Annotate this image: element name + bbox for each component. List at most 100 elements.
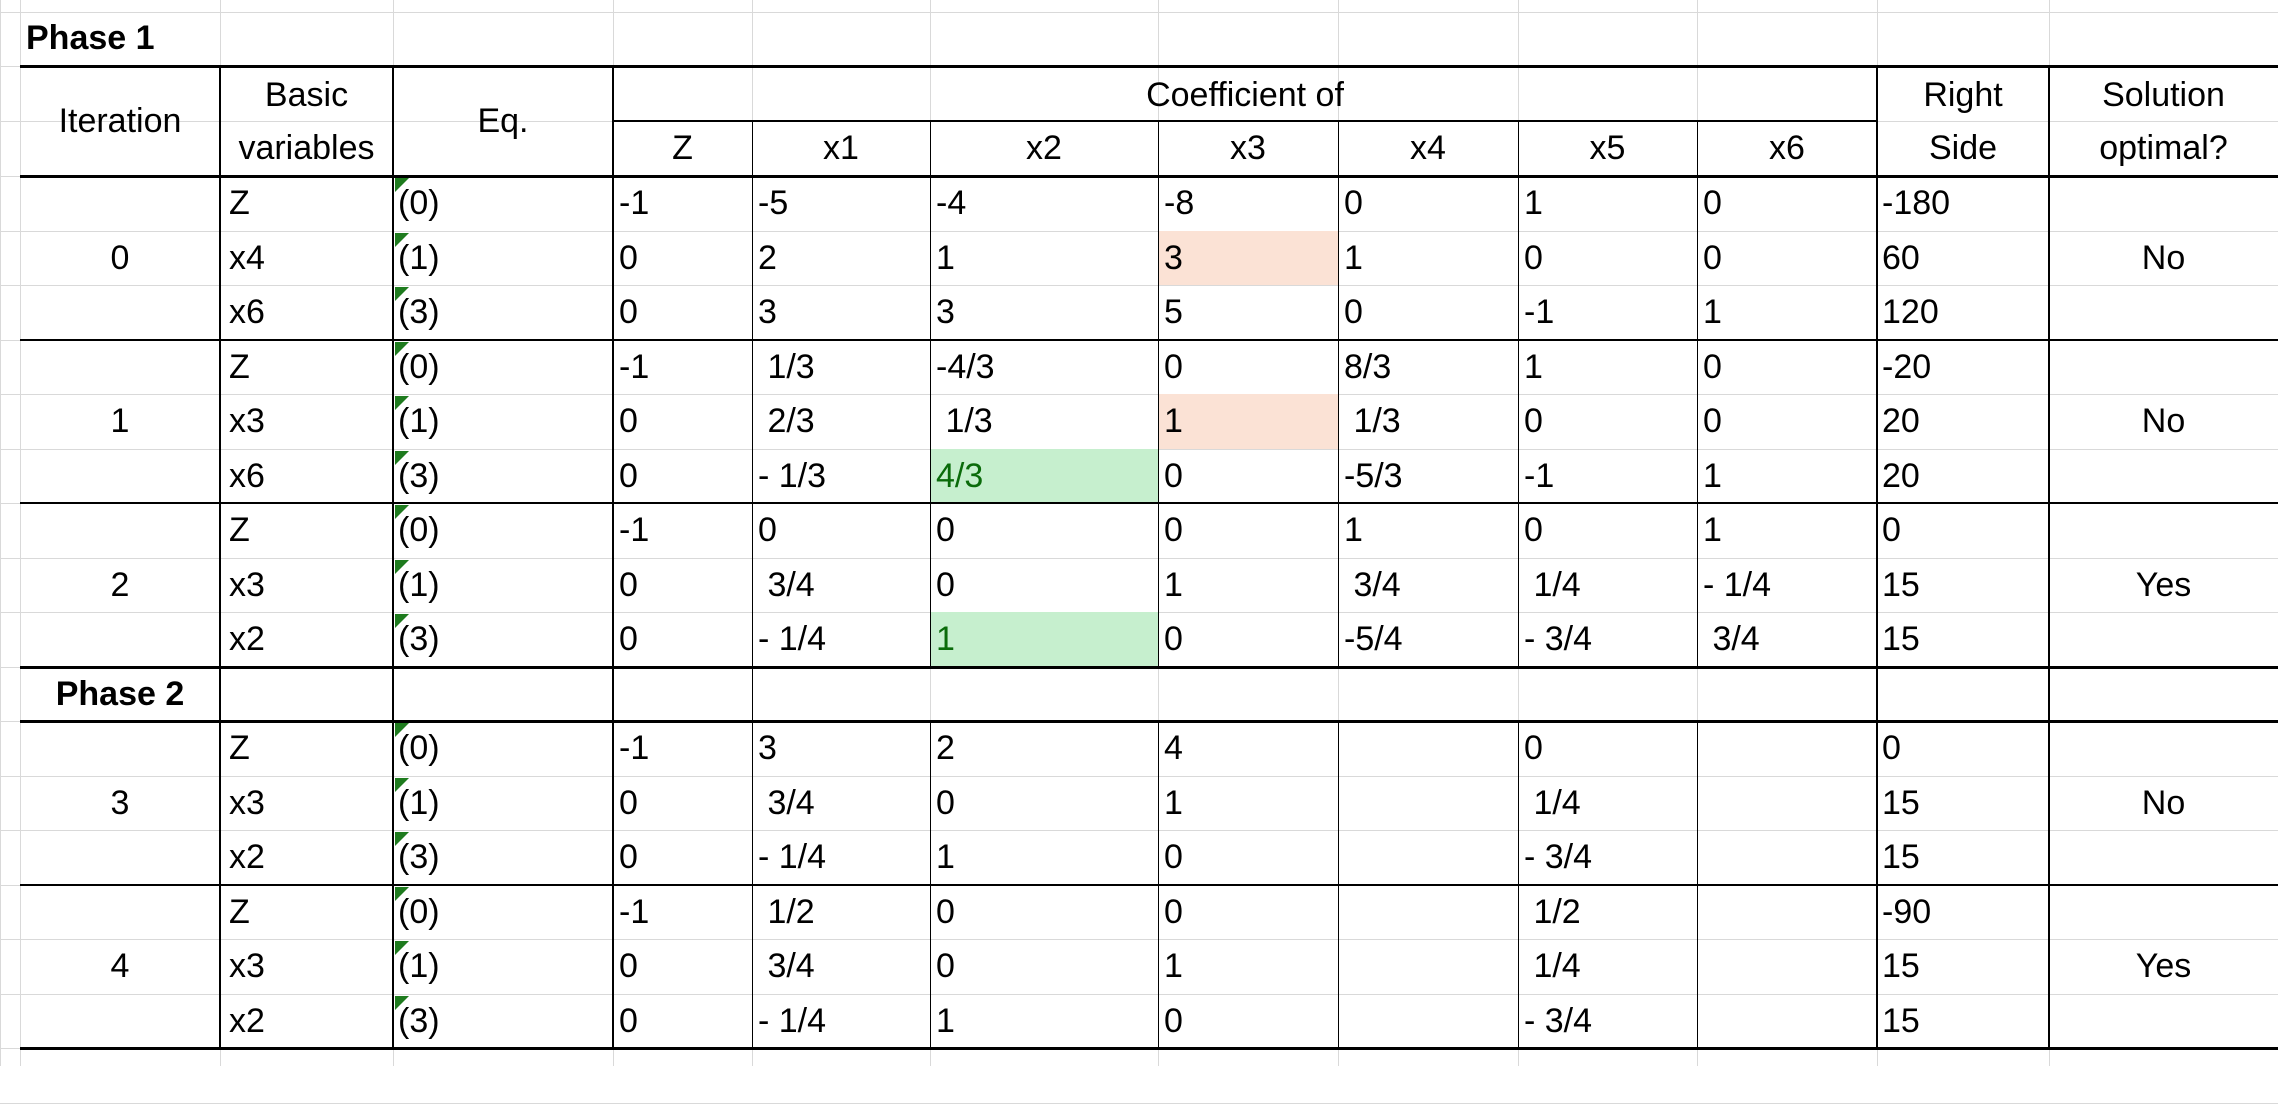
basic-variable: x2 <box>229 620 265 658</box>
coef-x1: - 1/4 <box>758 1001 827 1040</box>
coef-x2: 0 <box>936 511 955 549</box>
coef-z: -1 <box>619 184 650 222</box>
coef-x1: 3/4 <box>758 565 815 604</box>
basic-variable: x3 <box>229 947 265 985</box>
coef-x2: 1 <box>936 838 955 876</box>
coef-z: 0 <box>619 238 638 277</box>
coef-x1: 3/4 <box>758 947 815 985</box>
equation-number: (1) <box>398 238 440 277</box>
coef-x2: 0 <box>936 947 955 985</box>
border-h <box>20 338 2278 341</box>
gridline-v <box>0 0 1 1066</box>
highlight-cell <box>1158 230 1338 285</box>
coef-x6: 1 <box>1703 511 1722 549</box>
basic-variable: x6 <box>229 293 265 331</box>
coef-x5: - 3/4 <box>1524 1001 1593 1040</box>
border-v <box>612 66 614 1048</box>
right-side-value: 120 <box>1882 293 1939 331</box>
gridline-h <box>0 557 2278 559</box>
cell-indicator-icon <box>395 341 409 356</box>
coef-x2: 0 <box>936 783 955 822</box>
solution-optimal: No <box>2141 783 2186 822</box>
right-side-value: -180 <box>1882 184 1951 222</box>
basic-variable: Z <box>229 184 250 222</box>
coef-x5: 1/4 <box>1524 565 1581 604</box>
coef-x2: 3 <box>936 293 955 331</box>
coef-x1: 2/3 <box>758 402 815 440</box>
border-h <box>20 502 2278 504</box>
coef-x2: 2 <box>936 729 955 767</box>
coef-x3: -8 <box>1164 184 1195 222</box>
basic-variable: Z <box>229 729 250 767</box>
coef-x1: 3/4 <box>758 783 815 822</box>
equation-number: (1) <box>398 783 440 822</box>
coef-x4: -5/3 <box>1344 456 1403 495</box>
coef-x3: 0 <box>1164 456 1183 495</box>
cell-indicator-icon <box>395 777 409 792</box>
coef-x3: 0 <box>1164 1001 1183 1040</box>
equation-number: (1) <box>398 565 440 604</box>
cell-indicator-icon <box>395 723 409 737</box>
coef-x5: -1 <box>1524 293 1555 331</box>
header-col-x1: x1 <box>823 129 859 167</box>
cell-indicator-icon <box>395 886 409 901</box>
right-side-value: 15 <box>1882 838 1920 876</box>
border-v <box>930 121 931 667</box>
coef-x2: -4/3 <box>936 347 995 386</box>
coef-x2: -4 <box>936 184 967 222</box>
gridline-h <box>0 12 2278 13</box>
coef-z: 0 <box>619 620 638 658</box>
highlight-cell <box>930 448 1158 503</box>
gridline-h <box>0 830 2278 831</box>
cell-indicator-icon <box>395 396 409 410</box>
highlight-cell <box>930 612 1158 667</box>
header-basic-line1: Basic <box>264 76 349 114</box>
coef-x1: - 1/4 <box>758 838 827 876</box>
solution-optimal: Yes <box>2135 565 2192 604</box>
coef-x3: 0 <box>1164 511 1183 549</box>
coef-x5: 1 <box>1524 184 1543 222</box>
right-side-value: 20 <box>1882 456 1920 495</box>
coef-z: 0 <box>619 456 638 495</box>
gridline-h <box>0 1102 2278 1104</box>
coef-x2: 4/3 <box>936 456 984 495</box>
equation-number: (0) <box>398 511 440 549</box>
header-col-x4: x4 <box>1410 129 1446 167</box>
right-side-value: -20 <box>1882 347 1932 386</box>
coef-x5: 1 <box>1524 347 1543 386</box>
gridline-h <box>0 775 2278 777</box>
border-v <box>1697 121 1698 667</box>
header-optimal-line1: Solution <box>2102 76 2225 114</box>
border-v <box>1876 66 1878 1048</box>
solution-optimal: No <box>2141 402 2186 441</box>
border-h <box>20 883 2278 886</box>
border-v <box>219 66 221 1048</box>
border-v <box>752 121 753 667</box>
iteration-number: 1 <box>110 402 130 441</box>
coef-x1: 1/2 <box>758 892 815 931</box>
iteration-number: 0 <box>110 238 130 277</box>
coef-x5: - 3/4 <box>1524 838 1593 876</box>
coef-x4: 1 <box>1344 238 1363 277</box>
right-side-value: 15 <box>1882 783 1920 822</box>
coef-z: 0 <box>619 838 638 876</box>
gridline-v <box>20 0 21 1066</box>
solution-optimal: Yes <box>2135 947 2192 986</box>
border-h <box>613 120 1877 122</box>
highlight-cell <box>1158 394 1338 449</box>
coef-x5: - 3/4 <box>1524 620 1593 658</box>
coef-x6: 0 <box>1703 238 1722 277</box>
coef-x6: 1 <box>1703 456 1722 495</box>
border-v <box>930 721 931 1048</box>
coef-x3: 3 <box>1164 238 1183 277</box>
coef-x1: - 1/4 <box>758 620 827 658</box>
coef-x5: 0 <box>1524 402 1543 440</box>
cell-indicator-icon <box>395 450 409 465</box>
basic-variable: x2 <box>229 1001 265 1040</box>
phase-2-label: Phase 2 <box>55 674 185 713</box>
header-coefficient-of: Coefficient of <box>1146 76 1344 114</box>
coef-x3: 0 <box>1164 838 1183 876</box>
coef-x6: 0 <box>1703 347 1722 386</box>
coef-x3: 1 <box>1164 565 1183 604</box>
